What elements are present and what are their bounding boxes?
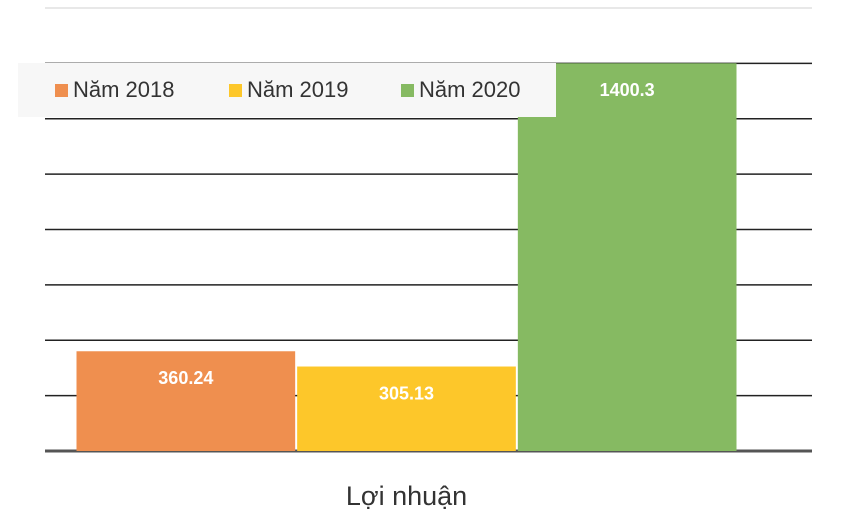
bar <box>297 366 516 451</box>
data-label: 360.24 <box>158 368 213 388</box>
legend-swatch <box>401 84 414 97</box>
legend-swatch <box>55 84 68 97</box>
bar <box>76 351 296 451</box>
legend-label: Năm 2019 <box>247 77 349 102</box>
legend-label: Năm 2020 <box>419 77 521 102</box>
bar <box>517 63 737 452</box>
legend-background <box>18 63 556 117</box>
legend-swatch <box>229 84 242 97</box>
legend-label: Năm 2018 <box>73 77 175 102</box>
x-tick-label: Lợi nhuận <box>346 481 467 511</box>
data-label: 305.13 <box>379 383 434 403</box>
data-label: 1400.3 <box>600 80 655 100</box>
